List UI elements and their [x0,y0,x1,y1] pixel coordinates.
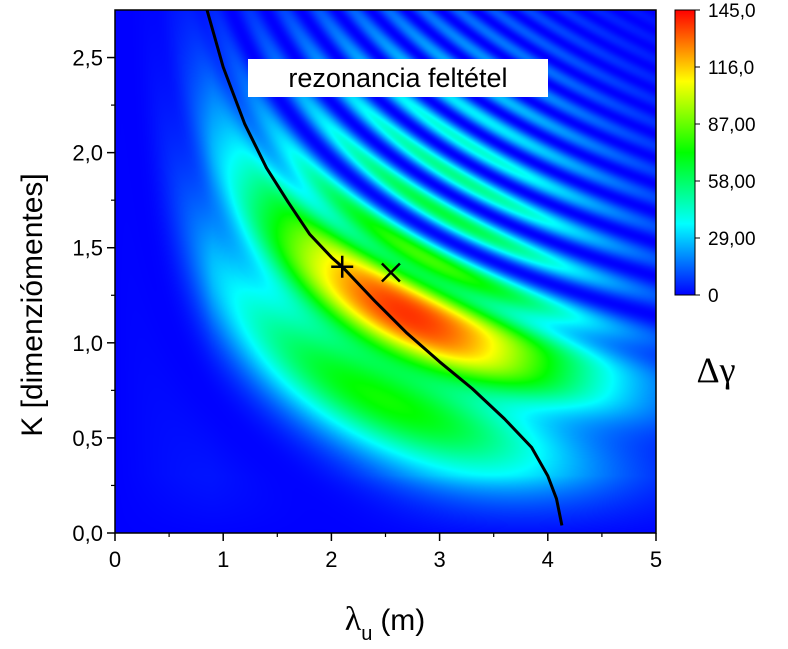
colorbar-tick-label: 29,00 [708,229,756,250]
resonance-curve [205,10,564,526]
y-tick-label: 2,0 [72,141,103,166]
x-axis-symbol: λ [345,601,362,638]
annotation-label: rezonancia feltétel [288,63,507,93]
x-tick-label: 0 [109,547,121,572]
x-tick-label: 4 [542,547,554,572]
curve-layer [205,10,564,526]
cross-marker-b [381,262,401,283]
plot-area [114,9,657,534]
y-tick-label: 0,5 [72,426,103,451]
y-tick-label: 2,5 [72,46,103,71]
colorbar-tick-label: 0 [708,286,719,307]
annotation-background [248,59,548,97]
x-tick-label: 2 [325,547,337,572]
cross-marker [381,262,401,283]
x-axis-subscript: u [361,623,372,645]
colorbar-tick-label: 58,00 [708,172,756,193]
x-tick-label: 1 [217,547,229,572]
x-tick-label: 3 [433,547,445,572]
y-tick-label: 0,0 [72,521,103,546]
plus-marker [331,255,354,278]
y-tick-label: 1,0 [72,331,103,356]
colorbar-title: Δγ [696,350,735,390]
heatmap-image [115,10,656,533]
colorbar-tick-label: 116,0 [708,58,754,79]
colorbar-tick-label: 87,00 [708,115,756,136]
y-axis-title: K [dimenziómentes] [16,173,49,436]
x-axis-title: λu (m) [345,601,426,645]
x-axis-unit: (m) [380,604,425,637]
colorbar: 0 29,00 58,00 87,00 116,0 145,0 [674,1,756,307]
colorbar-tick-label: 145,0 [708,1,756,22]
x-axis: 0 1 2 3 4 5 [109,533,662,572]
x-tick-label: 5 [650,547,662,572]
marker-layer [331,255,401,283]
colorbar-gradient [674,9,696,296]
y-axis: 0,0 0,5 1,0 1,5 2,0 2,5 [72,46,115,546]
resonance-annotation: rezonancia feltétel [248,59,548,97]
y-tick-label: 1,5 [72,236,103,261]
